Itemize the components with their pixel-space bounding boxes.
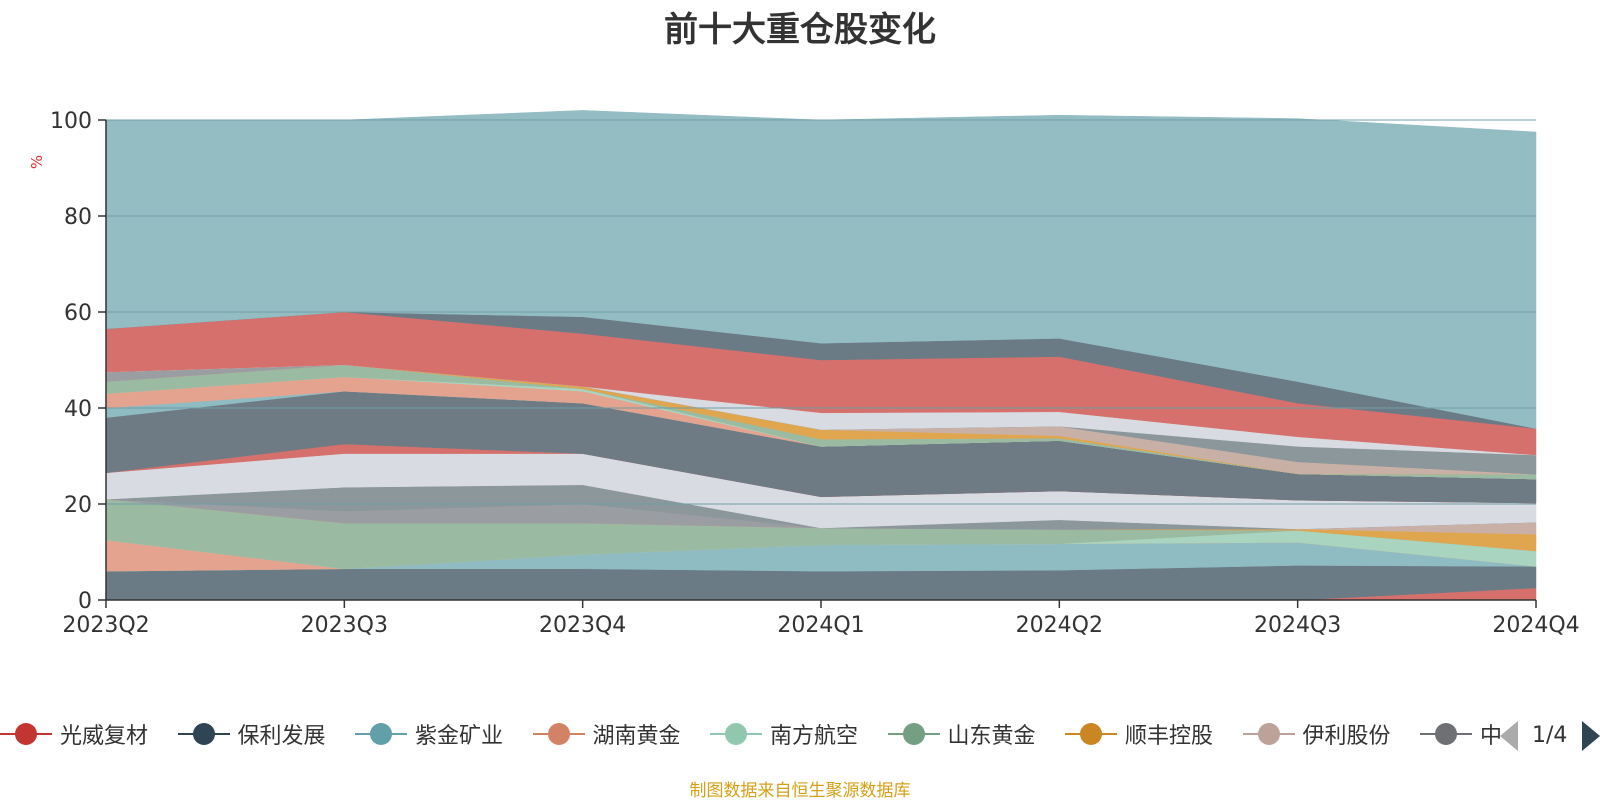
legend-item[interactable]: 南方航空: [710, 714, 858, 754]
source-note: 制图数据来自恒生聚源数据库: [689, 781, 911, 801]
legend-prev-page-icon[interactable]: [1500, 721, 1520, 751]
legend-label: 南方航空: [770, 724, 859, 749]
legend-item[interactable]: 紫金矿业: [355, 714, 503, 754]
legend-label: 伊利股份: [1302, 724, 1391, 749]
legend-label: 紫金矿业: [415, 724, 504, 749]
y-tick-label: 60: [64, 301, 92, 326]
y-tick-label: 100: [50, 109, 92, 134]
axes: 0 20 40 60 80 100 2023Q2 2023Q3 2023Q4 2024Q1 2024…: [50, 109, 1580, 638]
x-tick-label: 2023Q3: [301, 613, 388, 638]
legend-label: 保利发展: [237, 724, 326, 749]
legend-next-page-icon[interactable]: [1582, 721, 1600, 751]
legend-label: 山东黄金: [947, 724, 1036, 749]
x-tick-label: 2024Q2: [1016, 613, 1103, 638]
legend-marker-icon: [532, 723, 585, 745]
y-axis-unit-label: %: [28, 155, 46, 169]
legend-label: 湖南黄金: [592, 724, 681, 749]
legend-item[interactable]: 顺丰控股: [1065, 714, 1213, 754]
legend-item[interactable]: 保利发展: [177, 714, 326, 754]
legend-item[interactable]: 湖南黄金: [532, 714, 681, 754]
legend-marker-icon: [887, 723, 940, 745]
legend-item[interactable]: 伊利股份: [1242, 714, 1391, 754]
y-tick-label: 80: [64, 205, 92, 230]
x-tick-label: 2024Q1: [777, 613, 864, 638]
legend-label: 光威复材: [60, 724, 149, 749]
legend-item[interactable]: 山东黄金: [887, 714, 1036, 754]
legend-marker-icon: [710, 723, 762, 745]
y-tick-label: 40: [64, 397, 92, 422]
y-tick-label: 20: [64, 493, 92, 518]
x-tick-label: 2024Q3: [1254, 613, 1341, 638]
area-series-group: [105, 110, 1537, 601]
legend: 光威复材 保利发展 紫金矿业 湖南黄金 南方航空 山东黄金 顺丰控股 伊利股份 中国平安: [0, 714, 1500, 754]
legend-marker-icon: [177, 723, 230, 745]
x-tick-label: 2024Q4: [1492, 613, 1579, 638]
legend-marker-icon: [1420, 723, 1472, 745]
x-tick-label: 2023Q4: [539, 613, 626, 638]
legend-item[interactable]: 中国平安: [1420, 714, 1500, 754]
legend-marker-icon: [1065, 723, 1117, 745]
gridlines: [106, 119, 1536, 505]
chart-title: 前十大重仓股变化: [664, 10, 936, 50]
legend-marker-icon: [1242, 723, 1295, 745]
legend-label: 顺丰控股: [1125, 724, 1214, 749]
legend-label: 中国平安: [1480, 724, 1500, 749]
stacked-area-chart: 0 20 40 60 80 100 2023Q2 2023Q3 2023Q4 2024Q1 2024…: [28, 109, 1580, 638]
legend-item[interactable]: 光威复材: [0, 714, 148, 754]
legend-marker-icon: [0, 723, 52, 745]
x-tick-label: 2023Q2: [62, 613, 149, 638]
area-series-24: [105, 110, 1537, 429]
legend-marker-icon: [355, 723, 407, 745]
legend-page-indicator: 1/4: [1532, 723, 1568, 748]
y-tick-label: 0: [78, 589, 92, 614]
